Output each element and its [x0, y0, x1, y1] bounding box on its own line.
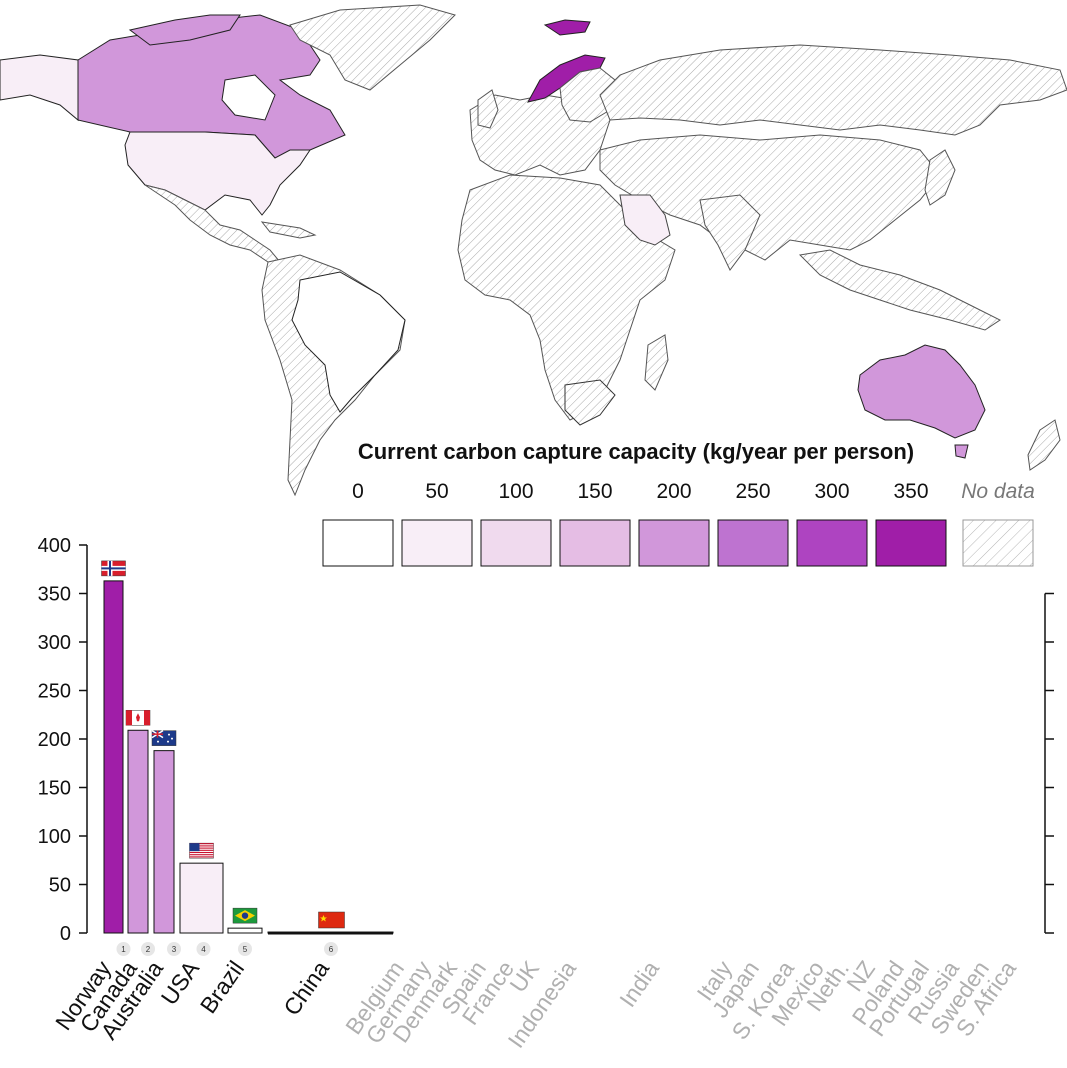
rank-badge	[324, 942, 338, 956]
y-tick-label: 100	[38, 826, 71, 848]
legend-no-data-label: No data	[961, 480, 1035, 503]
rank-badges: 1 2 3 4 5 6	[116, 942, 338, 956]
australia-flag-icon	[151, 730, 177, 746]
norway-flag-icon	[101, 560, 126, 577]
legend-title: Current carbon capture capacity (kg/year…	[358, 439, 914, 464]
legend: Current carbon capture capacity (kg/year…	[322, 439, 1035, 567]
legend-swatch-5	[717, 519, 789, 567]
map-se-asia	[798, 249, 1001, 331]
map-india	[699, 194, 761, 271]
legend-ticks: 0 50 100 150 200 250 300 350	[352, 480, 928, 503]
brazil-flag-icon	[232, 907, 258, 924]
map-australia	[857, 344, 986, 439]
legend-tick-label: 0	[352, 480, 364, 503]
rank-number: 4	[201, 945, 206, 954]
legend-tick-label: 200	[656, 480, 691, 503]
bar-china	[267, 931, 394, 934]
flags	[101, 560, 345, 929]
map-russia	[599, 44, 1067, 136]
map-new-zealand	[1027, 419, 1061, 471]
y-tick-label: 350	[38, 584, 71, 606]
china-flag-icon	[318, 911, 345, 929]
world-map	[0, 4, 1067, 497]
legend-no-data-swatch	[962, 519, 1034, 567]
map-japan	[924, 149, 956, 206]
legend-swatch-6	[796, 519, 868, 567]
legend-tick-label: 100	[498, 480, 533, 503]
x-label-nodata: India	[614, 956, 664, 1012]
y-axis: 0 50 100 150 200 250 300 350 400	[38, 535, 393, 945]
legend-swatches	[322, 519, 947, 567]
rank-badge	[196, 942, 211, 956]
rank-badge	[238, 942, 252, 956]
y-tick-label: 250	[38, 681, 71, 703]
legend-swatch-7	[875, 519, 947, 567]
rank-badge	[141, 942, 155, 956]
bar-norway	[103, 580, 124, 934]
legend-swatch-0	[322, 519, 394, 567]
legend-tick-label: 350	[893, 480, 928, 503]
map-canada-islands	[128, 14, 241, 46]
legend-swatch-1	[401, 519, 473, 567]
y-tick-label: 300	[38, 632, 71, 654]
x-label-brazil: Brazil	[195, 956, 249, 1018]
map-caribbean	[260, 221, 317, 239]
rank-number: 6	[329, 945, 334, 954]
y-tick-label: 400	[38, 535, 71, 557]
y-tick-label: 150	[38, 778, 71, 800]
map-south-africa	[564, 379, 616, 426]
bar-usa	[179, 862, 224, 934]
rank-number: 3	[172, 945, 177, 954]
legend-swatch-4	[638, 519, 710, 567]
map-hudson-bay	[221, 74, 276, 121]
bar-canada	[127, 729, 149, 934]
y-axis-right	[1044, 592, 1054, 934]
rank-number: 1	[121, 945, 126, 954]
rank-badge	[167, 942, 181, 956]
rank-number: 2	[146, 945, 151, 954]
legend-tick-label: 150	[577, 480, 612, 503]
map-brazil	[291, 271, 406, 413]
canada-flag-icon	[125, 710, 151, 726]
rank-number: 5	[243, 945, 248, 954]
bars	[103, 580, 394, 934]
legend-tick-label: 300	[814, 480, 849, 503]
map-norway	[527, 54, 606, 103]
y-tick-label: 0	[60, 923, 71, 945]
map-alaska	[0, 54, 79, 122]
bar-australia	[153, 750, 175, 934]
map-saudi-arabia	[619, 194, 671, 246]
map-greenland	[289, 4, 456, 91]
x-label-china: China	[278, 956, 334, 1020]
y-tick-label: 50	[49, 875, 71, 897]
legend-tick-label: 50	[425, 480, 448, 503]
legend-swatch-2	[480, 519, 552, 567]
map-tasmania	[954, 444, 969, 459]
y-tick-label: 200	[38, 729, 71, 751]
legend-swatch-3	[559, 519, 631, 567]
legend-tick-label: 250	[735, 480, 770, 503]
map-madagascar	[644, 334, 669, 391]
bar-brazil	[227, 927, 263, 934]
map-svalbard	[543, 19, 591, 36]
rank-badge	[116, 942, 131, 956]
map-uk	[477, 89, 499, 129]
usa-flag-icon	[189, 842, 214, 859]
